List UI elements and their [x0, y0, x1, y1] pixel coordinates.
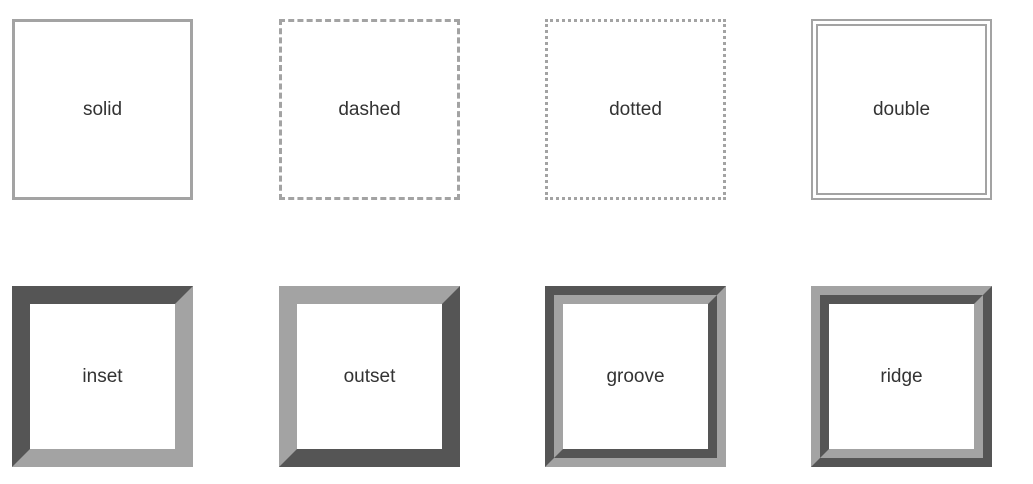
outset-label: outset — [343, 365, 396, 387]
solid-border-box: solid — [12, 19, 193, 200]
groove-label: groove — [606, 365, 665, 387]
dotted-border-box: dotted — [545, 19, 726, 200]
ridge-border-box: ridge — [811, 286, 992, 467]
dotted-label: dotted — [609, 98, 662, 120]
inset-border-box: inset — [12, 286, 193, 467]
dashed-border-box: dashed — [279, 19, 460, 200]
ridge-inner-bevel: ridge — [820, 295, 983, 458]
double-label: double — [872, 98, 931, 120]
inset-label: inset — [82, 365, 123, 387]
groove-inner-bevel: groove — [554, 295, 717, 458]
ridge-label: ridge — [880, 365, 923, 387]
dashed-label: dashed — [338, 98, 401, 120]
solid-label: solid — [82, 98, 123, 120]
outset-border-box: outset — [279, 286, 460, 467]
groove-border-box: groove — [545, 286, 726, 467]
double-border-box: double — [811, 19, 992, 200]
